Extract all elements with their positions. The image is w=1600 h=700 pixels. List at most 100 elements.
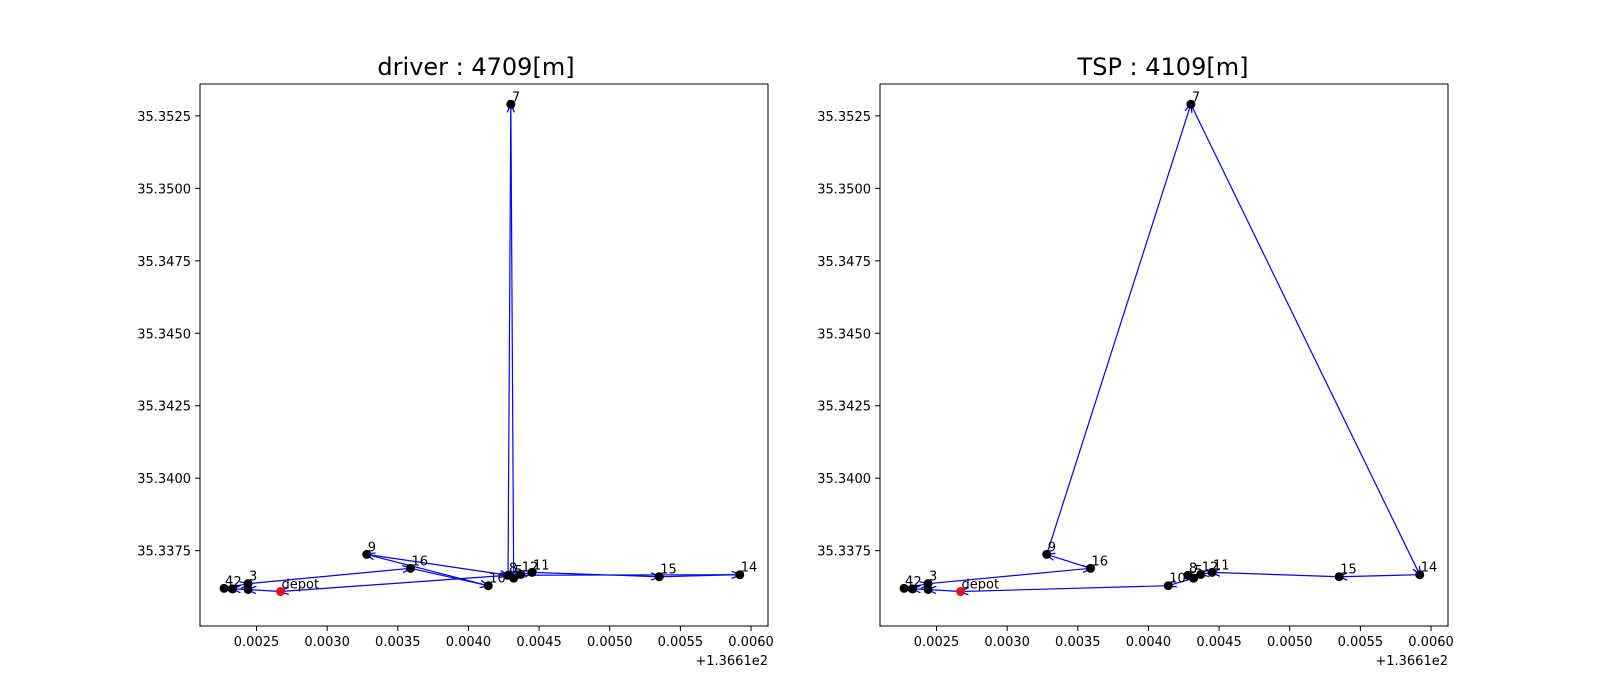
point-label: 4	[225, 574, 233, 589]
customer-point	[527, 567, 537, 577]
y-tick-label: 35.3525	[817, 110, 871, 125]
point-label: 8	[1189, 561, 1197, 576]
depot-point	[276, 587, 286, 597]
point-label: 12	[1202, 560, 1219, 575]
y-axis-ticks: 35.3525 35.3500 35.3475 35.3450 35.3425 35.34…	[137, 110, 200, 560]
customer-point	[654, 572, 664, 582]
customer-point	[1086, 563, 1096, 573]
x-tick-label: 0.0030	[304, 635, 350, 650]
route-layer	[904, 104, 1420, 591]
x-tick-label: 0.0060	[728, 635, 774, 650]
x-tick-label: 0.0035	[375, 635, 421, 650]
route-arrow	[366, 553, 508, 575]
customer-point	[1042, 549, 1052, 559]
route-arrow	[961, 585, 1169, 592]
x-axis-ticks: 0.0025 0.0030 0.0035 0.0040 0.0045 0.0050 0.00…	[234, 626, 774, 650]
customer-point	[1186, 99, 1196, 109]
depot-point	[956, 587, 966, 597]
customer-point	[923, 584, 933, 594]
route-arrow	[1212, 572, 1340, 578]
customer-point	[1415, 570, 1425, 580]
point-label: 3	[929, 570, 937, 585]
point-label: 10	[489, 572, 506, 587]
x-tick-label: 0.0035	[1055, 635, 1101, 650]
point-label: 2	[233, 575, 241, 590]
y-tick-label: 35.3400	[137, 472, 191, 487]
chart-title: TSP : 4109[m]	[1077, 53, 1249, 81]
route-arrow	[508, 575, 740, 576]
y-tick-label: 35.3425	[137, 400, 191, 415]
route-arrow	[367, 554, 489, 587]
point-label: 8	[509, 561, 517, 576]
x-tick-label: 0.0050	[587, 635, 633, 650]
route-arrow	[247, 568, 410, 585]
point-label: 16	[1092, 554, 1109, 569]
y-tick-label: 35.3400	[817, 472, 871, 487]
y-tick-label: 35.3450	[817, 327, 871, 342]
point-label: 12	[522, 560, 539, 575]
y-tick-label: 35.3500	[817, 182, 871, 197]
route-arrow	[511, 104, 514, 578]
customer-point	[227, 584, 237, 594]
customer-point	[483, 581, 493, 591]
route-arrow	[1190, 104, 1420, 574]
y-tick-label: 35.3450	[137, 327, 191, 342]
customer-point	[735, 570, 745, 580]
route-arrow	[281, 574, 509, 591]
point-label: 7	[512, 90, 520, 105]
chart-title: driver : 4709[m]	[377, 53, 574, 81]
customer-point	[516, 569, 526, 579]
point-layer	[899, 99, 1425, 597]
point-label: 15	[660, 563, 677, 578]
y-tick-label: 35.3475	[137, 255, 191, 270]
x-axis-ticks: 0.0025 0.0030 0.0035 0.0040 0.0045 0.0050 0.00…	[914, 626, 1454, 650]
customer-point	[406, 563, 416, 573]
x-tick-label: 0.0025	[234, 635, 280, 650]
route-arrow	[508, 104, 511, 576]
customer-point	[1189, 573, 1199, 583]
point-label: 5	[515, 564, 523, 579]
point-layer	[219, 99, 745, 597]
x-tick-label: 0.0040	[446, 635, 492, 650]
y-tick-label: 35.3525	[137, 110, 191, 125]
y-tick-label: 35.3475	[817, 255, 871, 270]
customer-point	[509, 573, 519, 583]
plot-frame	[879, 83, 1449, 627]
plot-frame	[199, 83, 769, 627]
x-offset-label: +1.3661e2	[1375, 654, 1448, 669]
x-tick-label: 0.0050	[1267, 635, 1313, 650]
point-label: 4	[905, 574, 913, 589]
customer-point	[243, 584, 253, 594]
customer-point	[1196, 569, 1206, 579]
y-tick-label: 35.3375	[817, 545, 871, 560]
x-offset-label: +1.3661e2	[695, 654, 768, 669]
point-label: 15	[1340, 563, 1357, 578]
point-label: depot	[282, 578, 320, 593]
y-axis-ticks: 35.3525 35.3500 35.3475 35.3450 35.3425 35.34…	[817, 110, 880, 560]
x-tick-label: 0.0045	[516, 635, 562, 650]
customer-point	[907, 584, 917, 594]
point-label: 2	[913, 575, 921, 590]
point-label: 11	[533, 558, 550, 573]
route-arrow	[928, 589, 961, 591]
y-tick-label: 35.3500	[137, 182, 191, 197]
customer-point	[1207, 567, 1217, 577]
route-arrow	[1046, 104, 1191, 555]
x-tick-label: 0.0040	[1126, 635, 1172, 650]
customer-point	[899, 583, 909, 593]
point-label: 14	[741, 561, 758, 576]
x-tick-label: 0.0025	[914, 635, 960, 650]
x-tick-label: 0.0030	[984, 635, 1030, 650]
x-tick-label: 0.0055	[1338, 635, 1384, 650]
y-tick-label: 35.3375	[137, 545, 191, 560]
route-arrow	[248, 589, 281, 591]
x-tick-label: 0.0060	[1408, 635, 1454, 650]
route-arrow	[927, 568, 1090, 585]
customer-point	[362, 549, 372, 559]
point-label: 16	[412, 554, 429, 569]
point-label: 9	[1048, 540, 1056, 555]
